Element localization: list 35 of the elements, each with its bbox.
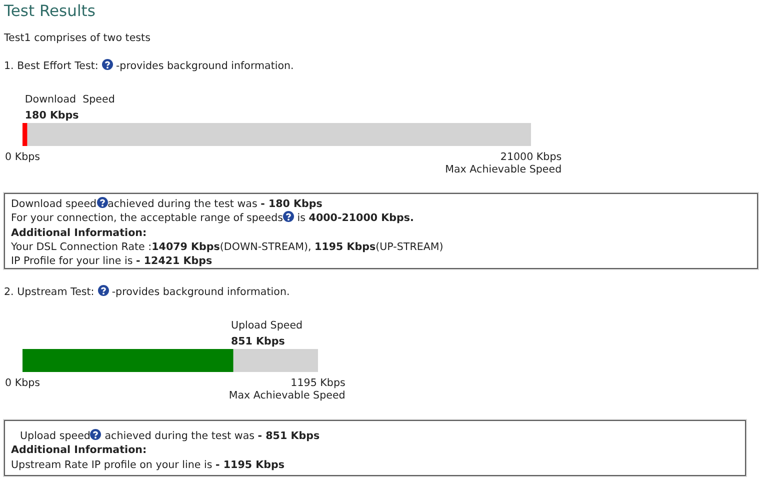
text: -provides background information. <box>116 60 294 72</box>
text: (DOWN-STREAM), <box>220 240 312 253</box>
text: For your connection, the acceptable range of speeds <box>11 212 283 224</box>
text: - 12421 Kbps <box>136 255 212 268</box>
text: - 851 Kbps <box>258 430 320 442</box>
text: Your DSL Connection Rate : <box>11 240 152 253</box>
text: Download speed <box>11 198 97 210</box>
text: Max Achievable Speed <box>445 164 562 176</box>
text: 14079 Kbps <box>152 240 220 253</box>
text: (UP-STREAM) <box>376 240 444 253</box>
data-label: 851 Kbps <box>230 336 285 348</box>
text: - 180 Kbps <box>260 198 322 210</box>
text: 1. Best Effort Test: <box>4 60 98 72</box>
text: achieved during the test was <box>104 430 254 442</box>
text: 1195 Kbps <box>314 240 376 253</box>
text: Upload speed <box>20 430 90 442</box>
text: IP Profile for your line is <box>11 255 133 268</box>
text: Additional Information: <box>11 226 147 239</box>
text: - 1195 Kbps <box>216 458 284 471</box>
x-tick-label: 21000 Kbps <box>500 150 562 163</box>
y-tick-label: Upload Speed <box>230 320 303 332</box>
text: Max Achievable Speed <box>228 390 346 402</box>
data-label: 180 Kbps <box>24 110 79 122</box>
text: Upstream Rate IP profile on your line is <box>11 458 212 471</box>
text: 4000-21000 Kbps. <box>308 212 414 224</box>
text: 2. Upstream Test: <box>4 286 94 298</box>
text: is <box>297 212 306 224</box>
text: Additional Information: <box>11 444 147 456</box>
text: achieved during the test was <box>108 198 258 210</box>
x-tick-label: 0 Kbps <box>5 150 40 163</box>
chart-title: Test Results <box>4 1 96 21</box>
y-tick-label: Download Speed <box>24 94 115 106</box>
chart-subtitle: Test1 comprises of two tests <box>4 31 150 45</box>
text: -provides background information. <box>112 286 290 298</box>
x-tick-label: 0 Kbps <box>5 376 40 389</box>
